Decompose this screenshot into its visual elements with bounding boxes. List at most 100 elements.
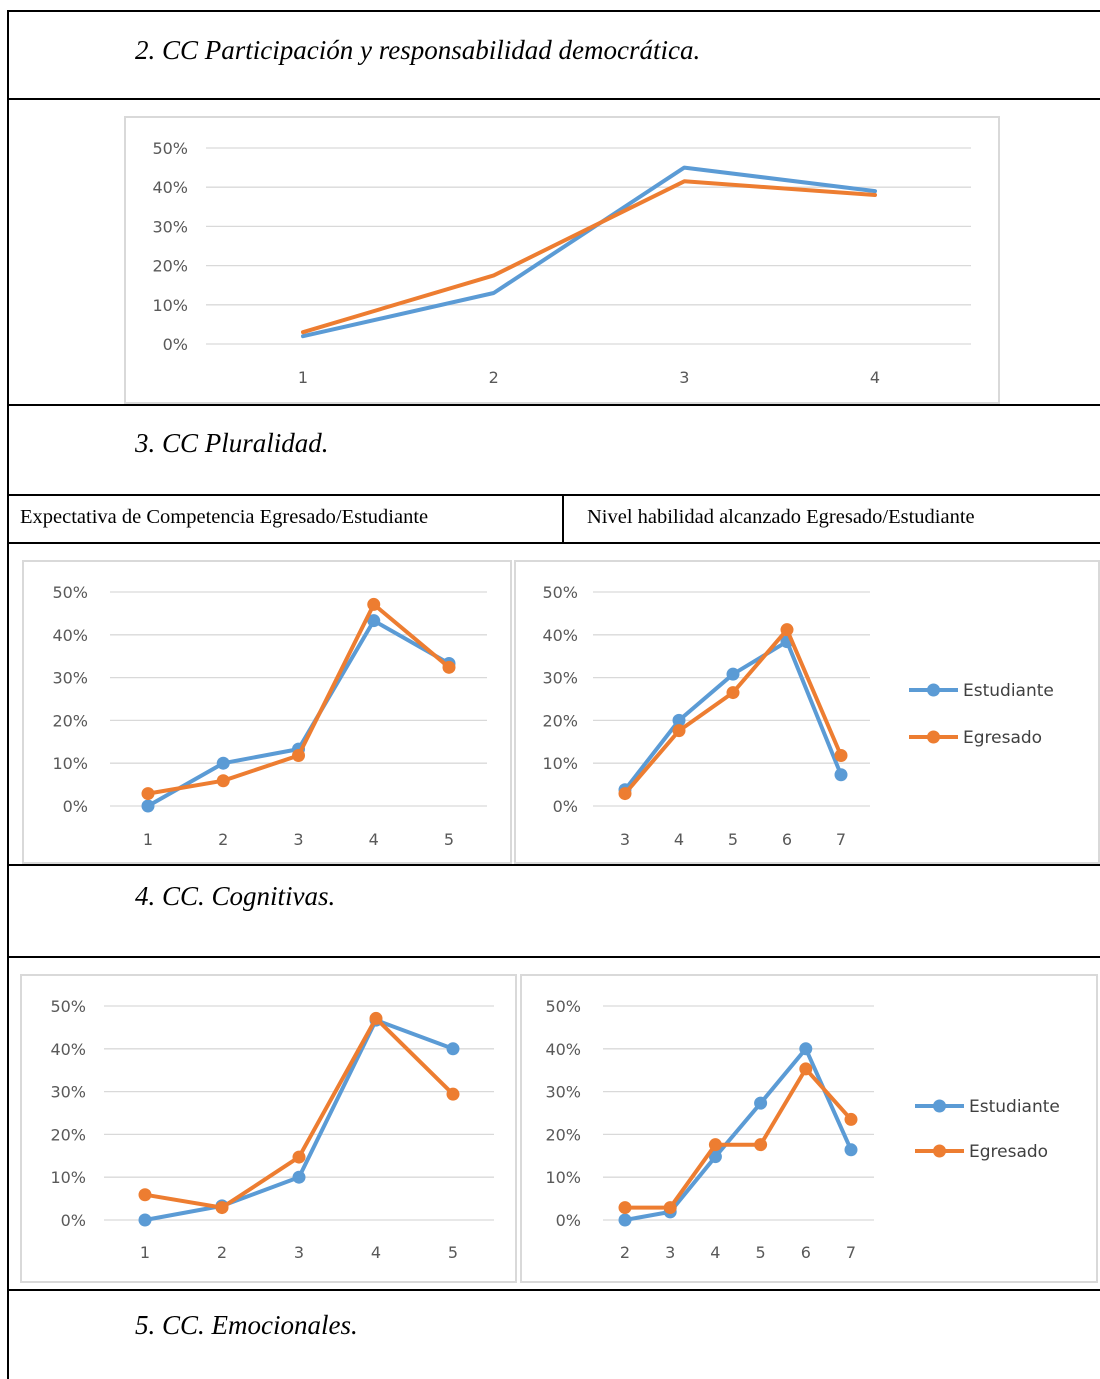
x-tick-label: 4 — [674, 830, 684, 849]
x-tick-label: 7 — [846, 1243, 856, 1262]
x-tick-label: 6 — [782, 830, 792, 849]
chart-cognitivas-expectativa-svg: 0% 10% 20% 30% 40% 50% 1 2 3 4 5 — [50, 997, 494, 1262]
data-point-estudiante — [834, 768, 848, 782]
data-point-egresado — [446, 1087, 460, 1101]
data-point-egresado — [799, 1062, 813, 1076]
x-tick-label: 5 — [444, 830, 454, 849]
legend-label-estudiante: Estudiante — [969, 1097, 1060, 1117]
y-tick-label: 20% — [545, 1125, 581, 1144]
legend-label-egresado: Egresado — [969, 1142, 1048, 1162]
y-tick-label: 40% — [152, 178, 188, 197]
y-tick-label: 40% — [545, 1040, 581, 1059]
y-tick-label: 40% — [542, 626, 578, 645]
series-line-egresado — [623, 627, 843, 796]
section-title-participacion: 2. CC Participación y responsabilidad de… — [135, 35, 701, 65]
x-tick-label: 4 — [371, 1243, 381, 1262]
y-tick-label: 20% — [152, 257, 188, 276]
data-point-egresado — [367, 597, 381, 611]
section-title-emocionales: 5. CC. Emocionales. — [135, 1310, 358, 1340]
data-point-egresado — [780, 623, 794, 637]
y-tick-label: 0% — [553, 797, 578, 816]
series-line-estudiante — [301, 165, 877, 339]
data-point-egresado — [292, 1150, 306, 1164]
section-title-pluralidad: 3. CC Pluralidad. — [135, 428, 329, 458]
row-divider — [7, 542, 1100, 544]
x-tick-label: 4 — [369, 830, 379, 849]
x-tick-label: 3 — [665, 1243, 675, 1262]
y-tick-label: 10% — [50, 1168, 86, 1187]
table-border-left — [7, 10, 9, 1379]
data-point-estudiante — [672, 713, 686, 727]
data-point-egresado — [663, 1201, 677, 1215]
data-point-estudiante — [141, 799, 155, 813]
chart-cognitivas-nivel: 0% 10% 20% 30% 40% 50% 2 3 4 5 6 7 Estudiante Egresad… — [520, 974, 1098, 1283]
legend-marker-estudiante — [927, 683, 940, 697]
y-tick-label: 20% — [542, 711, 578, 730]
x-tick-label: 3 — [294, 1243, 304, 1262]
data-point-egresado — [672, 724, 686, 738]
y-tick-label: 0% — [556, 1211, 581, 1230]
row-divider — [7, 98, 1100, 100]
data-point-egresado — [138, 1188, 152, 1202]
y-tick-label: 30% — [545, 1083, 581, 1102]
data-point-egresado — [292, 748, 305, 762]
row-divider — [7, 494, 1100, 496]
series-line-estudiante — [623, 1046, 853, 1222]
column-header-expectativa: Expectativa de Competencia Egresado/Estu… — [20, 506, 429, 528]
legend-marker-egresado — [933, 1144, 946, 1158]
x-tick-label: 2 — [489, 368, 499, 387]
data-point-estudiante — [138, 1213, 152, 1227]
x-tick-label: 4 — [710, 1243, 720, 1262]
series-line-estudiante — [623, 639, 843, 792]
legend-label-egresado: Egresado — [963, 728, 1042, 748]
y-tick-label: 0% — [61, 1211, 86, 1230]
data-point-egresado — [618, 1201, 632, 1215]
data-point-egresado — [708, 1138, 722, 1152]
data-point-estudiante — [367, 614, 381, 628]
data-point-estudiante — [446, 1042, 460, 1056]
column-header-nivel-habilidad: Nivel habilidad alcanzado Egresado/Estud… — [587, 506, 975, 528]
data-point-egresado — [726, 686, 740, 700]
section-title-cognitivas: 4. CC. Cognitivas. — [135, 881, 336, 911]
y-tick-label: 10% — [545, 1168, 581, 1187]
y-tick-label: 40% — [52, 626, 88, 645]
legend-marker-egresado — [927, 730, 940, 744]
x-tick-label: 3 — [293, 830, 303, 849]
data-point-egresado — [369, 1011, 383, 1025]
y-tick-label: 50% — [50, 997, 86, 1016]
legend-label-estudiante: Estudiante — [963, 681, 1054, 701]
data-point-estudiante — [292, 1170, 306, 1184]
data-point-egresado — [141, 787, 155, 801]
y-tick-label: 20% — [50, 1125, 86, 1144]
y-tick-label: 10% — [152, 296, 188, 315]
column-divider — [562, 494, 564, 544]
y-tick-label: 50% — [52, 583, 88, 602]
x-tick-label: 1 — [298, 368, 308, 387]
data-point-estudiante — [726, 667, 740, 681]
data-point-estudiante — [708, 1150, 722, 1164]
row-divider — [7, 1289, 1100, 1291]
data-point-egresado — [216, 774, 230, 788]
row-divider — [7, 956, 1100, 958]
chart-participacion-svg: 0% 10% 20% 30% 40% 50% 1 2 3 4 — [152, 139, 971, 387]
legend-marker-estudiante — [933, 1099, 946, 1113]
x-tick-label: 5 — [728, 830, 738, 849]
x-tick-label: 2 — [217, 1243, 227, 1262]
x-tick-label: 3 — [679, 368, 689, 387]
x-tick-label: 4 — [870, 368, 880, 387]
chart-participacion: 0% 10% 20% 30% 40% 50% 1 2 3 4 — [124, 116, 1000, 404]
chart-pluralidad-expectativa: 0% 10% 20% 30% 40% 50% 1 2 3 4 5 — [22, 560, 512, 864]
y-tick-label: 20% — [52, 711, 88, 730]
series-line-egresado — [146, 602, 451, 796]
data-point-egresado — [844, 1112, 858, 1126]
x-tick-label: 7 — [836, 830, 846, 849]
data-point-egresado — [618, 787, 632, 801]
y-tick-label: 0% — [63, 797, 88, 816]
x-tick-label: 5 — [448, 1243, 458, 1262]
data-point-estudiante — [844, 1143, 858, 1157]
x-tick-label: 3 — [620, 830, 630, 849]
y-tick-label: 50% — [545, 997, 581, 1016]
chart-cognitivas-expectativa: 0% 10% 20% 30% 40% 50% 1 2 3 4 5 — [20, 974, 517, 1283]
x-tick-label: 6 — [801, 1243, 811, 1262]
